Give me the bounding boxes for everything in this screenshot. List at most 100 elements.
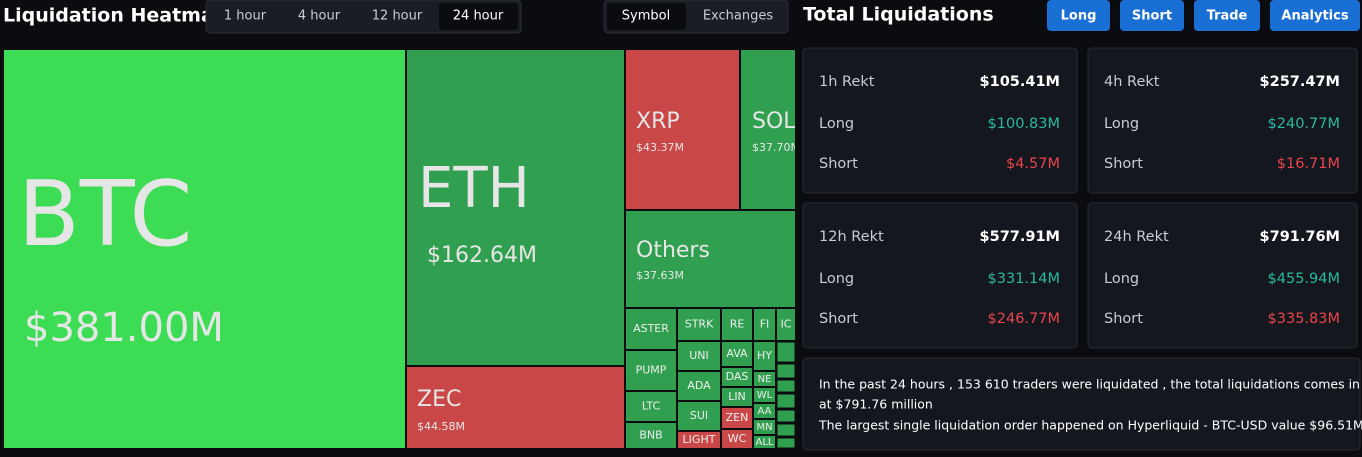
tile[interactable]	[722, 388, 752, 406]
tile-symbol: LIGHT	[683, 433, 716, 446]
tile-text: BNB	[639, 429, 662, 442]
tile-symbol: ZEC	[417, 387, 461, 412]
card	[802, 47, 1078, 194]
note-line: In the past 24 hours , 153 610 traders w…	[819, 377, 1360, 392]
button-label[interactable]: Short	[1132, 9, 1172, 24]
tile[interactable]	[678, 342, 720, 370]
tile[interactable]	[678, 372, 720, 400]
view-tab[interactable]: Exchanges	[703, 9, 774, 24]
time-tab[interactable]: 24 hour	[453, 9, 504, 24]
tile[interactable]	[626, 351, 676, 390]
tile[interactable]	[678, 432, 720, 448]
tile[interactable]	[626, 309, 676, 349]
tile-symbol: ASTER	[633, 322, 669, 335]
card-label: 24h Rekt	[1104, 229, 1169, 245]
tile-symbol: LIN	[728, 390, 746, 403]
tile[interactable]	[754, 342, 775, 370]
tile-text: Others $37.63M	[636, 238, 710, 282]
tile[interactable]	[4, 50, 405, 448]
tile-text: UNI	[689, 349, 709, 362]
short-value: $246.77M	[988, 311, 1060, 327]
tile[interactable]	[722, 430, 752, 448]
button[interactable]	[1047, 0, 1110, 31]
tile[interactable]	[722, 368, 752, 386]
card-label: 1h Rekt	[819, 74, 875, 90]
tile-text: ALL	[756, 437, 774, 448]
button-label[interactable]: Analytics	[1281, 9, 1348, 24]
tile[interactable]	[776, 363, 795, 379]
tile[interactable]	[754, 436, 775, 448]
tile[interactable]	[678, 402, 720, 430]
tile-symbol: ALL	[756, 437, 774, 448]
tile-symbol: UNI	[689, 349, 709, 362]
tile[interactable]	[776, 437, 795, 448]
tile[interactable]	[626, 423, 676, 448]
tile-symbol: BTC	[18, 162, 192, 267]
tile[interactable]	[626, 50, 739, 209]
tile[interactable]	[741, 50, 795, 209]
tile[interactable]	[776, 423, 795, 437]
button-label[interactable]: Trade	[1207, 9, 1248, 24]
long-label: Long	[819, 116, 854, 132]
tile[interactable]	[722, 309, 752, 340]
tile-value: $44.58M	[417, 420, 465, 433]
time-tab[interactable]: 12 hour	[372, 9, 423, 24]
tile-text: LIGHT	[683, 433, 716, 446]
tile-text: LIN	[728, 390, 746, 403]
tile[interactable]	[754, 309, 775, 340]
time-tab[interactable]: 1 hour	[224, 9, 267, 24]
tile-symbol: AA	[758, 406, 772, 417]
tile-text: XRP $43.37M	[636, 109, 684, 154]
tile[interactable]	[407, 50, 624, 365]
button[interactable]	[1194, 0, 1260, 31]
card-total: $577.91M	[980, 229, 1060, 245]
note-box	[802, 357, 1361, 451]
tile-symbol: IC	[781, 318, 792, 331]
tile[interactable]	[776, 393, 795, 409]
tile-text: DAS	[726, 370, 749, 383]
time-tab[interactable]: 4 hour	[298, 9, 341, 24]
tile-symbol: HY	[757, 349, 772, 362]
tile-symbol: ETH	[418, 156, 530, 221]
tile-text: SOL $37.70M	[752, 109, 795, 154]
note-line: The largest single liquidation order hap…	[818, 418, 1362, 433]
view-tab[interactable]: Symbol	[622, 9, 670, 24]
tile-text: FI	[760, 318, 770, 331]
tile-text: PUMP	[636, 364, 667, 377]
tile-symbol: Others	[636, 238, 710, 263]
short-value: $4.57M	[1006, 156, 1060, 172]
button[interactable]	[1270, 0, 1360, 31]
card	[1087, 202, 1358, 349]
tile-text: RE	[730, 318, 745, 331]
tile[interactable]	[626, 392, 676, 421]
tile-symbol: RE	[730, 318, 745, 331]
tile[interactable]	[776, 409, 795, 423]
tile[interactable]	[722, 408, 752, 428]
card	[802, 202, 1078, 349]
tile[interactable]	[407, 367, 624, 448]
tile[interactable]	[754, 372, 775, 386]
short-label: Short	[819, 156, 858, 172]
tile-symbol: BNB	[639, 429, 662, 442]
tile[interactable]	[626, 211, 795, 307]
tile[interactable]	[754, 420, 775, 434]
tile[interactable]	[754, 388, 775, 402]
tile-symbol: PUMP	[636, 364, 667, 377]
tile-text: IC	[781, 318, 792, 331]
short-label: Short	[1104, 311, 1143, 327]
tile[interactable]	[776, 379, 795, 393]
tile-text: LTC	[642, 400, 661, 413]
tile-value: $37.63M	[636, 269, 684, 282]
tile-text: ASTER	[633, 322, 669, 335]
tile-text: ADA	[687, 379, 711, 392]
card-grid: 1h Rekt $105.41M Long $100.83M Short $4.57M 4h…	[802, 47, 1358, 349]
tile[interactable]	[722, 342, 752, 366]
tile-symbol: ZEN	[726, 411, 749, 424]
tile[interactable]	[754, 404, 775, 418]
button-label[interactable]: Long	[1061, 9, 1097, 24]
button[interactable]	[1120, 0, 1184, 31]
tile[interactable]	[776, 341, 795, 363]
tile[interactable]	[678, 309, 720, 340]
tile[interactable]	[777, 309, 795, 340]
tile-text: ZEN	[726, 411, 749, 424]
